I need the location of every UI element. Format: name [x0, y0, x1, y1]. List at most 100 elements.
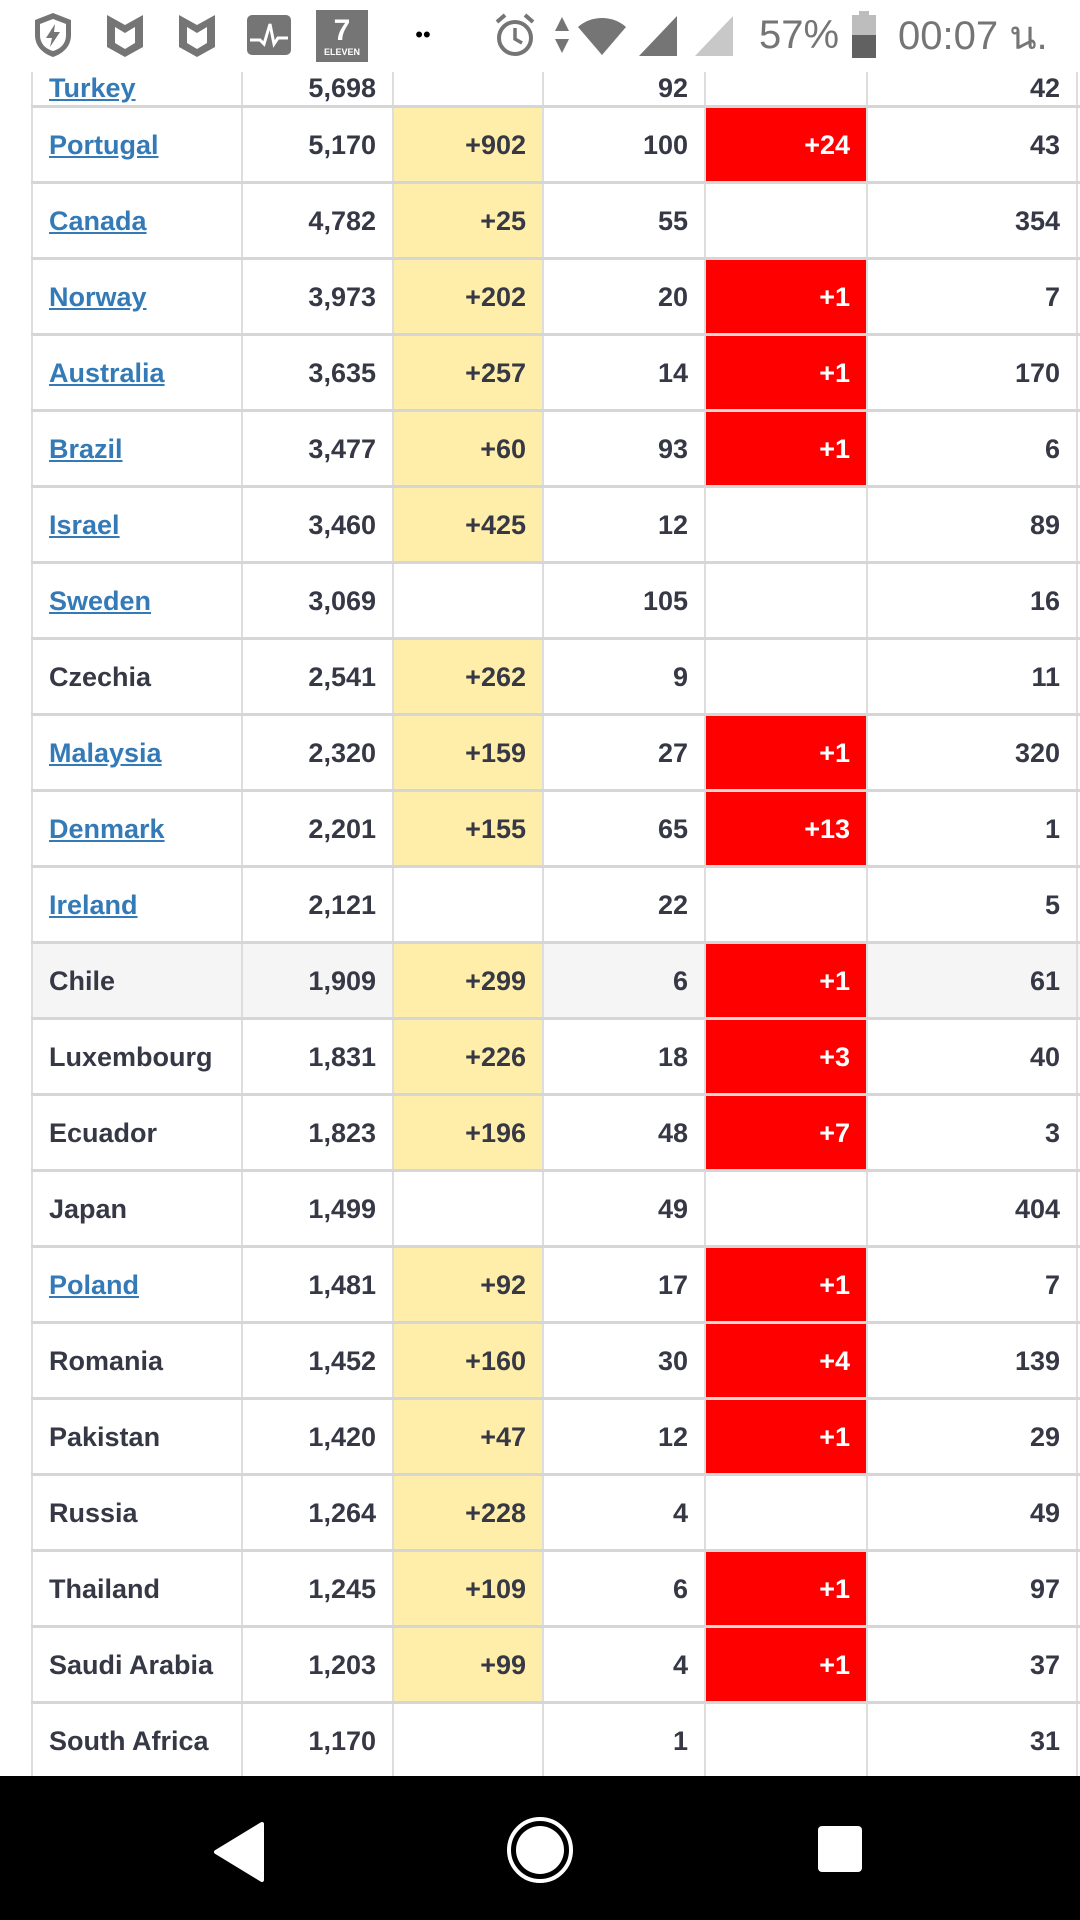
new-deaths-cell: +24	[704, 108, 866, 181]
total-cases-cell: 2,201	[241, 792, 392, 865]
total-recovered-cell: 97	[866, 1552, 1078, 1625]
new-cases-cell: +226	[392, 1020, 542, 1093]
country-cell: Portugal	[31, 108, 241, 181]
new-deaths-cell	[704, 1476, 866, 1549]
total-cases-cell: 1,831	[241, 1020, 392, 1093]
alarm-icon	[492, 12, 538, 58]
country-name: Chile	[49, 965, 116, 996]
total-cases-cell: 1,245	[241, 1552, 392, 1625]
table-row: Malaysia 2,320 +159 27 +1 320	[31, 713, 1080, 789]
total-recovered-cell: 354	[866, 184, 1078, 257]
country-link[interactable]: Sweden	[49, 585, 152, 616]
activity-monitor-icon	[244, 12, 294, 58]
total-recovered-cell: 404	[866, 1172, 1078, 1245]
new-deaths-cell: +1	[704, 1552, 866, 1625]
new-deaths-cell: +1	[704, 1400, 866, 1473]
table-row: Canada 4,782 +25 55 354	[31, 181, 1080, 257]
new-cases-cell	[392, 564, 542, 637]
new-deaths-cell: +1	[704, 944, 866, 1017]
new-cases-cell: +425	[392, 488, 542, 561]
total-deaths-cell: 48	[542, 1096, 704, 1169]
total-cases-cell: 1,499	[241, 1172, 392, 1245]
country-cell: Israel	[31, 488, 241, 561]
total-deaths-cell: 30	[542, 1324, 704, 1397]
table-row: Sweden 3,069 105 16	[31, 561, 1080, 637]
total-cases-cell: 1,170	[241, 1704, 392, 1777]
table-row: Romania 1,452 +160 30 +4 139	[31, 1321, 1080, 1397]
malwarebytes-icon	[100, 12, 150, 58]
total-deaths-cell: 100	[542, 108, 704, 181]
total-cases-cell: 1,203	[241, 1628, 392, 1701]
new-deaths-cell	[704, 488, 866, 561]
total-recovered-cell: 16	[866, 564, 1078, 637]
country-link[interactable]: Portugal	[49, 129, 159, 160]
total-cases-cell: 1,264	[241, 1476, 392, 1549]
home-icon[interactable]	[506, 1816, 574, 1889]
country-link[interactable]: Israel	[49, 509, 120, 540]
battery-icon	[850, 11, 878, 58]
table-row: Pakistan 1,420 +47 12 +1 29	[31, 1397, 1080, 1473]
total-recovered-cell: 11	[866, 640, 1078, 713]
new-cases-cell: +60	[392, 412, 542, 485]
table-row: Ireland 2,121 22 5	[31, 865, 1080, 941]
new-cases-cell: +159	[392, 716, 542, 789]
table-row: Brazil 3,477 +60 93 +1 6	[31, 409, 1080, 485]
total-recovered-cell: 7	[866, 260, 1078, 333]
signal-icon	[636, 12, 680, 58]
country-name: Luxembourg	[49, 1041, 213, 1072]
total-deaths-cell: 6	[542, 944, 704, 1017]
new-cases-cell: +160	[392, 1324, 542, 1397]
new-deaths-cell: +13	[704, 792, 866, 865]
country-cell: Ecuador	[31, 1096, 241, 1169]
shield-bolt-icon	[28, 12, 78, 58]
battery-percent: 57%	[758, 12, 840, 57]
new-deaths-cell: +1	[704, 1628, 866, 1701]
total-recovered-cell: 7	[866, 1248, 1078, 1321]
total-cases-cell: 1,909	[241, 944, 392, 1017]
total-cases-cell: 1,452	[241, 1324, 392, 1397]
new-deaths-cell	[704, 1704, 866, 1777]
new-deaths-cell	[704, 184, 866, 257]
country-name: Thailand	[49, 1573, 161, 1604]
recents-icon[interactable]	[818, 1826, 862, 1872]
total-cases-cell: 3,069	[241, 564, 392, 637]
country-link[interactable]: Australia	[49, 357, 165, 388]
new-cases-cell: +109	[392, 1552, 542, 1625]
country-cell: Luxembourg	[31, 1020, 241, 1093]
wifi-icon	[576, 12, 628, 58]
country-link[interactable]: Canada	[49, 205, 147, 236]
total-recovered-cell: 1	[866, 792, 1078, 865]
new-cases-cell: +25	[392, 184, 542, 257]
country-link[interactable]: Denmark	[49, 813, 165, 844]
table-row: Japan 1,499 49 404	[31, 1169, 1080, 1245]
country-link[interactable]: Ireland	[49, 889, 138, 920]
total-deaths-cell: 1	[542, 1704, 704, 1777]
new-cases-cell: +99	[392, 1628, 542, 1701]
table-row: Australia 3,635 +257 14 +1 170	[31, 333, 1080, 409]
table-row: Chile 1,909 +299 6 +1 61	[31, 941, 1080, 1017]
total-cases-cell: 2,320	[241, 716, 392, 789]
table-row: Israel 3,460 +425 12 89	[31, 485, 1080, 561]
country-cell: Norway	[31, 260, 241, 333]
country-link[interactable]: Norway	[49, 281, 147, 312]
new-cases-cell: +92	[392, 1248, 542, 1321]
new-deaths-cell: +1	[704, 260, 866, 333]
total-recovered-cell: 89	[866, 488, 1078, 561]
total-deaths-cell: 49	[542, 1172, 704, 1245]
country-link[interactable]: Turkey	[49, 73, 136, 103]
total-deaths-cell: 55	[542, 184, 704, 257]
country-link[interactable]: Malaysia	[49, 737, 162, 768]
total-recovered-cell: 170	[866, 336, 1078, 409]
country-name: Romania	[49, 1345, 164, 1376]
total-deaths-cell: 4	[542, 1628, 704, 1701]
total-deaths-cell: 14	[542, 336, 704, 409]
total-cases-cell: 3,477	[241, 412, 392, 485]
country-link[interactable]: Brazil	[49, 433, 123, 464]
total-deaths-cell: 18	[542, 1020, 704, 1093]
new-cases-cell	[392, 868, 542, 941]
country-link[interactable]: Poland	[49, 1269, 140, 1300]
total-recovered-cell: 3	[866, 1096, 1078, 1169]
back-icon[interactable]	[212, 1822, 266, 1887]
country-cell: Australia	[31, 336, 241, 409]
country-cell: Brazil	[31, 412, 241, 485]
